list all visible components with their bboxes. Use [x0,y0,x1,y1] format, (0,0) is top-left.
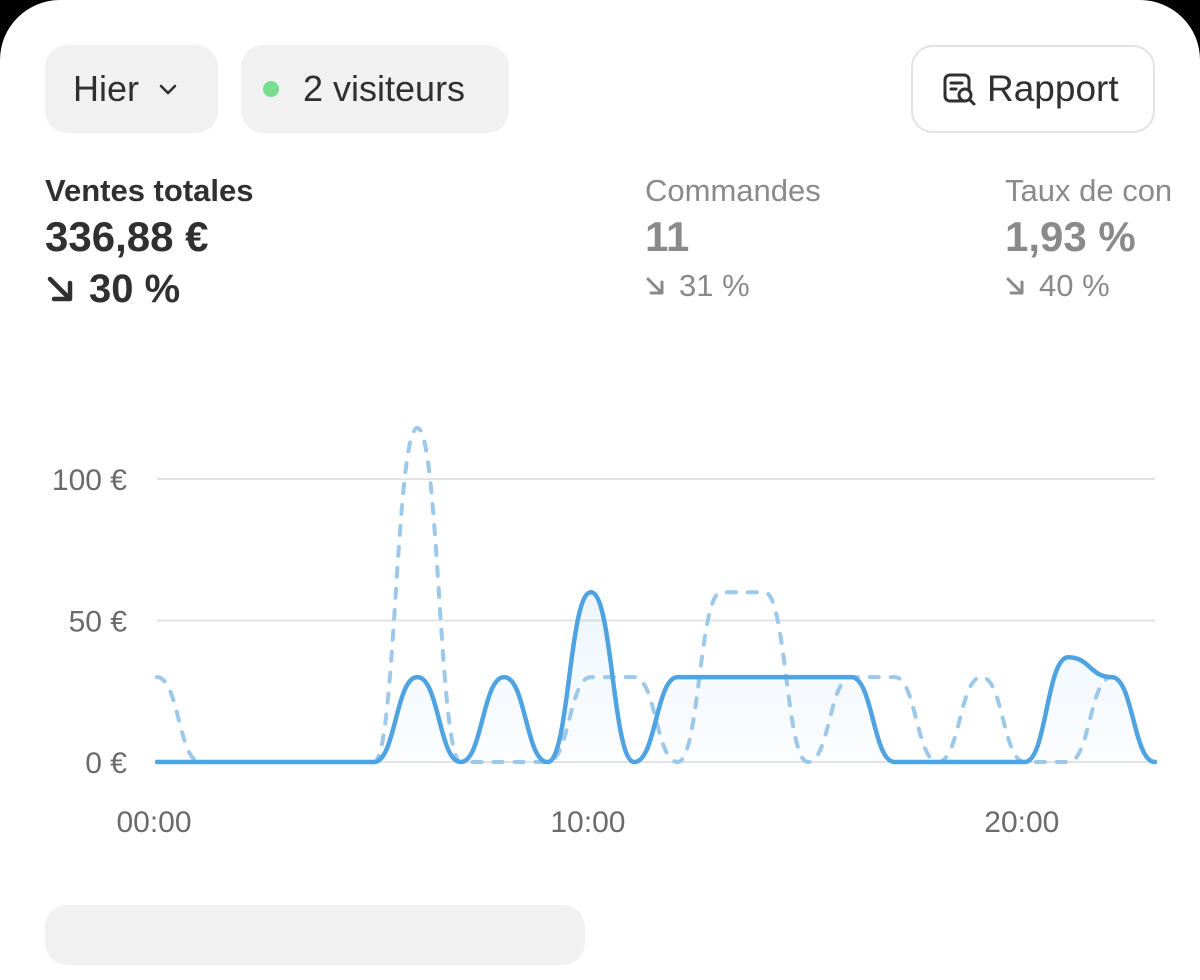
metric-value: 1,93 % [1005,213,1136,260]
series-area [157,592,1155,762]
live-status-dot-icon [263,81,279,97]
chevron-down-icon [159,84,177,95]
metric-label: Taux de con [1005,173,1173,208]
metric-delta: 31 % [645,264,821,308]
metric-delta: 30 % [45,264,253,314]
date-range-label: Hier [73,68,140,109]
bottom-card-partial [45,905,585,965]
x-tick-label: 20:00 [984,806,1059,839]
report-label: Rapport [987,68,1119,109]
series-line-current [154,589,1158,765]
metric-orders[interactable]: Commandes 11 31 % [645,172,821,308]
metric-value: 336,88 € [45,213,209,260]
metric-label: Ventes totales [45,173,254,208]
arrow-down-right-icon [646,277,664,295]
metric-value: 11 [645,213,690,260]
date-range-selector[interactable]: Hier [45,45,218,133]
y-tick-label: 0 € [85,747,127,780]
metric-delta-value: 31 % [679,268,750,303]
metric-label: Commandes [645,173,821,208]
x-tick-label: 10:00 [550,806,625,839]
y-tick-label: 100 € [52,464,127,497]
y-tick-label: 50 € [69,606,128,639]
live-visitors-button[interactable]: 2 visiteurs [241,45,509,133]
x-tick-label: 00:00 [116,806,191,839]
metric-delta-value: 30 % [89,267,181,311]
report-search-icon [943,73,976,106]
metric-delta: 40 % [1005,264,1172,308]
arrow-down-right-icon [47,276,73,302]
metric-total-sales[interactable]: Ventes totales 336,88 € 30 % [45,172,253,314]
live-visitors-label: 2 visiteurs [303,68,466,109]
sales-chart[interactable]: 0 € 50 € 100 € 00:00 10:00 20:00 [0,400,1200,860]
arrow-down-right-icon [1006,277,1024,295]
report-button[interactable]: Rapport [911,45,1155,133]
metric-conversion-rate[interactable]: Taux de con 1,93 % 40 % [1005,172,1172,308]
metric-delta-value: 40 % [1039,268,1110,303]
